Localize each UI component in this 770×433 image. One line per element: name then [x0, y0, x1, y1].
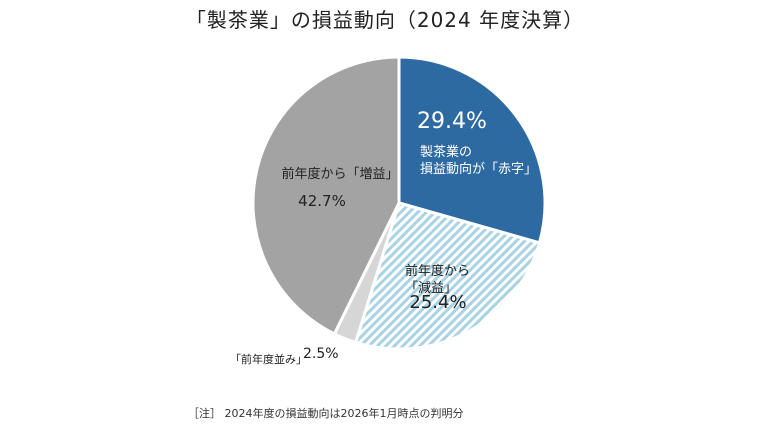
category-label-flat: 「前年度並み」: [230, 352, 307, 366]
value-label-decrease: 25.4%: [409, 292, 466, 313]
category-label-increase: 前年度から「増益」: [281, 166, 398, 182]
category-label-decrease: 前年度から: [405, 263, 470, 279]
footnote: ［注］ 2024年度の損益動向は2026年1月時点の判明分: [188, 407, 464, 420]
pie-slice-increase: [251, 55, 401, 336]
chart-title: 「製茶業」の損益動向（2024 年度決算）: [185, 8, 585, 32]
value-label-increase: 42.7%: [298, 192, 346, 210]
category-label-deficit: 製茶業の: [420, 144, 472, 160]
category-label-deficit: 損益動向が「赤字」: [420, 161, 537, 177]
pie-slice-decrease: [353, 201, 542, 351]
category-label-decrease: 「減益」: [405, 280, 457, 296]
value-label-deficit: 29.4%: [417, 109, 487, 134]
value-label-flat: 2.5%: [303, 346, 339, 362]
pie-slice-deficit: [397, 55, 547, 245]
